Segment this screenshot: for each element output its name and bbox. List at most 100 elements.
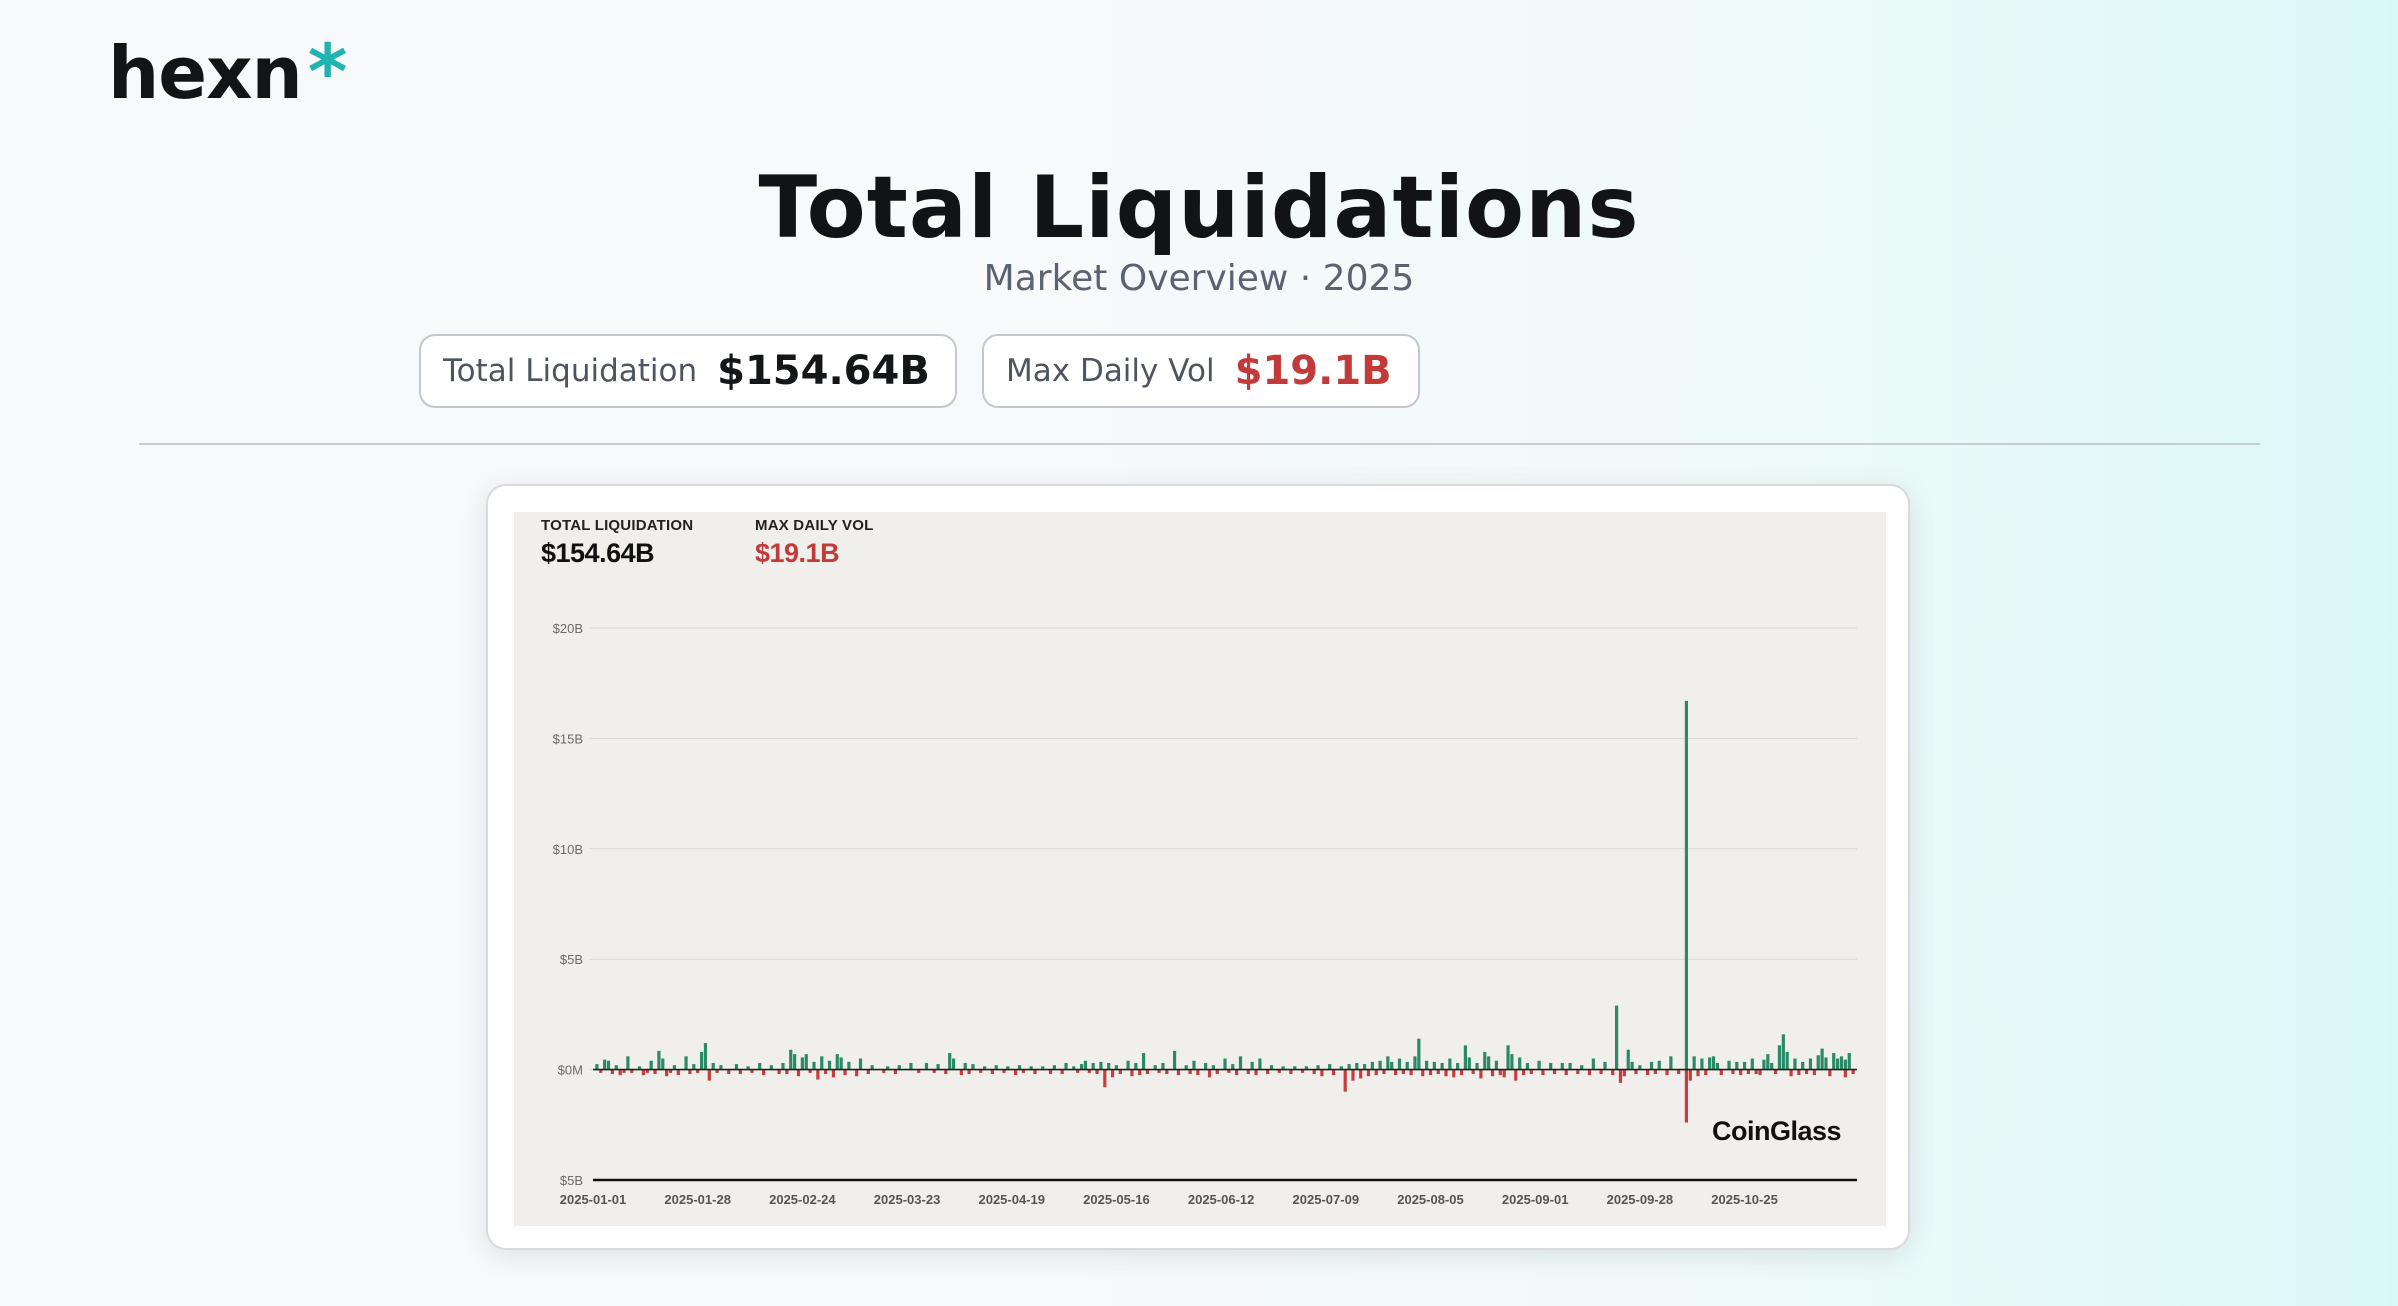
max-daily-vol-label: Max Daily Vol xyxy=(1006,353,1215,389)
long-liquidation-bar xyxy=(1847,1053,1851,1070)
long-liquidation-bar xyxy=(637,1066,642,1070)
long-liquidation-bar xyxy=(804,1054,808,1070)
long-liquidation-bar xyxy=(1580,1065,1584,1070)
long-liquidation-bar xyxy=(1126,1060,1130,1070)
short-liquidation-bar xyxy=(610,1069,614,1075)
long-liquidation-bar xyxy=(1715,1062,1720,1070)
long-liquidation-bar xyxy=(1204,1062,1208,1070)
short-liquidation-bar xyxy=(1677,1069,1681,1075)
long-liquidation-bar xyxy=(994,1065,998,1070)
short-liquidation-bar xyxy=(944,1069,948,1075)
short-liquidation-bar xyxy=(1196,1069,1200,1076)
short-liquidation-bar xyxy=(727,1069,731,1075)
short-liquidation-bar xyxy=(1490,1069,1495,1077)
long-liquidation-bar xyxy=(1820,1048,1824,1070)
short-liquidation-bar xyxy=(1444,1069,1448,1077)
long-liquidation-bar xyxy=(983,1066,987,1070)
short-liquidation-bar xyxy=(1235,1069,1239,1076)
long-liquidation-bar xyxy=(1107,1062,1111,1070)
long-liquidation-bar xyxy=(886,1066,890,1070)
long-liquidation-bar xyxy=(1006,1066,1010,1070)
long-liquidation-bar xyxy=(1568,1062,1572,1070)
long-liquidation-bar xyxy=(746,1066,750,1070)
long-liquidation-bar xyxy=(1223,1058,1227,1070)
long-liquidation-bar xyxy=(1591,1058,1595,1070)
short-liquidation-bar xyxy=(1165,1069,1169,1075)
short-liquidation-bar xyxy=(1060,1069,1064,1075)
long-liquidation-bar xyxy=(1657,1060,1661,1070)
section-divider xyxy=(139,443,2260,445)
y-tick-label: $5B xyxy=(560,952,583,967)
y-tick-label: $15B xyxy=(553,731,583,746)
short-liquidation-bar xyxy=(1731,1069,1735,1075)
y-tick-label: $0M xyxy=(558,1063,583,1078)
long-liquidation-bar xyxy=(603,1059,607,1070)
max-daily-vol-stat: Max Daily Vol $19.1B xyxy=(982,334,1420,408)
x-tick-label: 2025-02-24 xyxy=(769,1192,836,1207)
short-liquidation-bar xyxy=(645,1069,649,1073)
long-liquidation-bar xyxy=(1250,1061,1254,1070)
long-liquidation-bar xyxy=(1378,1060,1382,1070)
long-liquidation-bar xyxy=(1735,1061,1739,1070)
long-liquidation-bar xyxy=(1304,1066,1309,1070)
short-liquidation-bar xyxy=(808,1069,812,1073)
short-liquidation-bar xyxy=(599,1069,603,1073)
short-liquidation-bar xyxy=(696,1069,700,1073)
short-liquidation-bar xyxy=(676,1069,680,1076)
short-liquidation-bar xyxy=(1479,1069,1483,1079)
long-liquidation-bar xyxy=(858,1058,863,1070)
short-liquidation-bar xyxy=(1118,1069,1122,1075)
short-liquidation-bar xyxy=(1002,1069,1006,1073)
short-liquidation-bar xyxy=(1227,1069,1231,1073)
long-liquidation-bar xyxy=(1494,1060,1499,1070)
short-liquidation-bar xyxy=(641,1069,646,1076)
short-liquidation-bar xyxy=(1552,1069,1557,1075)
short-liquidation-bar xyxy=(1374,1069,1378,1076)
long-liquidation-bar xyxy=(1742,1061,1747,1070)
long-liquidation-bar xyxy=(1615,1005,1619,1070)
long-liquidation-bar xyxy=(1839,1056,1844,1070)
long-liquidation-bar xyxy=(1238,1056,1243,1070)
hexn-logo: hexn* xyxy=(108,34,348,110)
long-liquidation-bar xyxy=(835,1054,839,1070)
short-liquidation-bar xyxy=(653,1069,657,1075)
long-liquidation-bar xyxy=(1708,1057,1712,1070)
short-liquidation-bar xyxy=(1634,1069,1638,1075)
chart-max-daily-vol-label: MAX DAILY VOL xyxy=(755,517,874,534)
short-liquidation-bar xyxy=(1452,1069,1456,1078)
short-liquidation-bar xyxy=(1502,1069,1506,1078)
short-liquidation-bar xyxy=(831,1069,835,1078)
long-liquidation-bar xyxy=(719,1065,723,1070)
long-liquidation-bar xyxy=(1172,1050,1177,1070)
max-daily-vol-value: $19.1B xyxy=(1234,348,1392,394)
chart-panel: TOTAL LIQUIDATION $154.64B MAX DAILY VOL… xyxy=(514,512,1886,1226)
x-tick-label: 2025-01-01 xyxy=(560,1192,627,1207)
short-liquidation-bar xyxy=(1320,1069,1324,1077)
short-liquidation-bar xyxy=(630,1069,634,1073)
long-liquidation-bar xyxy=(758,1062,762,1070)
short-liquidation-bar xyxy=(1587,1069,1592,1076)
short-liquidation-bar xyxy=(1521,1069,1526,1076)
x-tick-label: 2025-06-12 xyxy=(1188,1192,1255,1207)
long-liquidation-bar xyxy=(1525,1062,1530,1070)
long-liquidation-bar xyxy=(1762,1059,1766,1070)
long-liquidation-bar xyxy=(1506,1045,1510,1070)
short-liquidation-bar xyxy=(1719,1069,1723,1076)
long-liquidation-bar xyxy=(789,1049,793,1070)
long-liquidation-bar xyxy=(839,1057,843,1070)
short-liquidation-bar xyxy=(762,1069,766,1076)
long-liquidation-bar xyxy=(1397,1058,1402,1070)
long-liquidation-bar xyxy=(827,1060,832,1070)
page-subtitle: Market Overview · 2025 xyxy=(983,258,1415,299)
long-liquidation-bar xyxy=(1801,1061,1805,1070)
short-liquidation-bar xyxy=(893,1069,898,1075)
short-liquidation-bar xyxy=(1611,1069,1615,1076)
long-liquidation-bar xyxy=(1669,1056,1673,1070)
long-liquidation-bar xyxy=(657,1050,661,1070)
coinglass-watermark: CoinGlass xyxy=(1712,1116,1841,1146)
long-liquidation-bar xyxy=(1816,1055,1820,1070)
long-liquidation-bar xyxy=(1518,1057,1522,1070)
short-liquidation-bar xyxy=(824,1069,828,1075)
long-liquidation-bar xyxy=(1638,1065,1642,1070)
long-liquidation-bar xyxy=(909,1062,913,1070)
